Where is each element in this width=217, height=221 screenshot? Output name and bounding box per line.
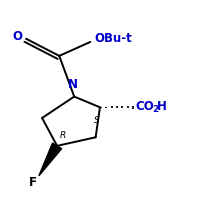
Text: H: H — [157, 100, 167, 113]
Text: 2: 2 — [152, 105, 159, 114]
Text: F: F — [28, 176, 36, 189]
Text: R: R — [59, 131, 66, 140]
Text: N: N — [68, 78, 78, 91]
Text: CO: CO — [135, 100, 154, 113]
Text: OBu-t: OBu-t — [95, 32, 132, 45]
Polygon shape — [39, 143, 62, 176]
Text: O: O — [12, 30, 22, 43]
Text: S: S — [94, 116, 100, 125]
